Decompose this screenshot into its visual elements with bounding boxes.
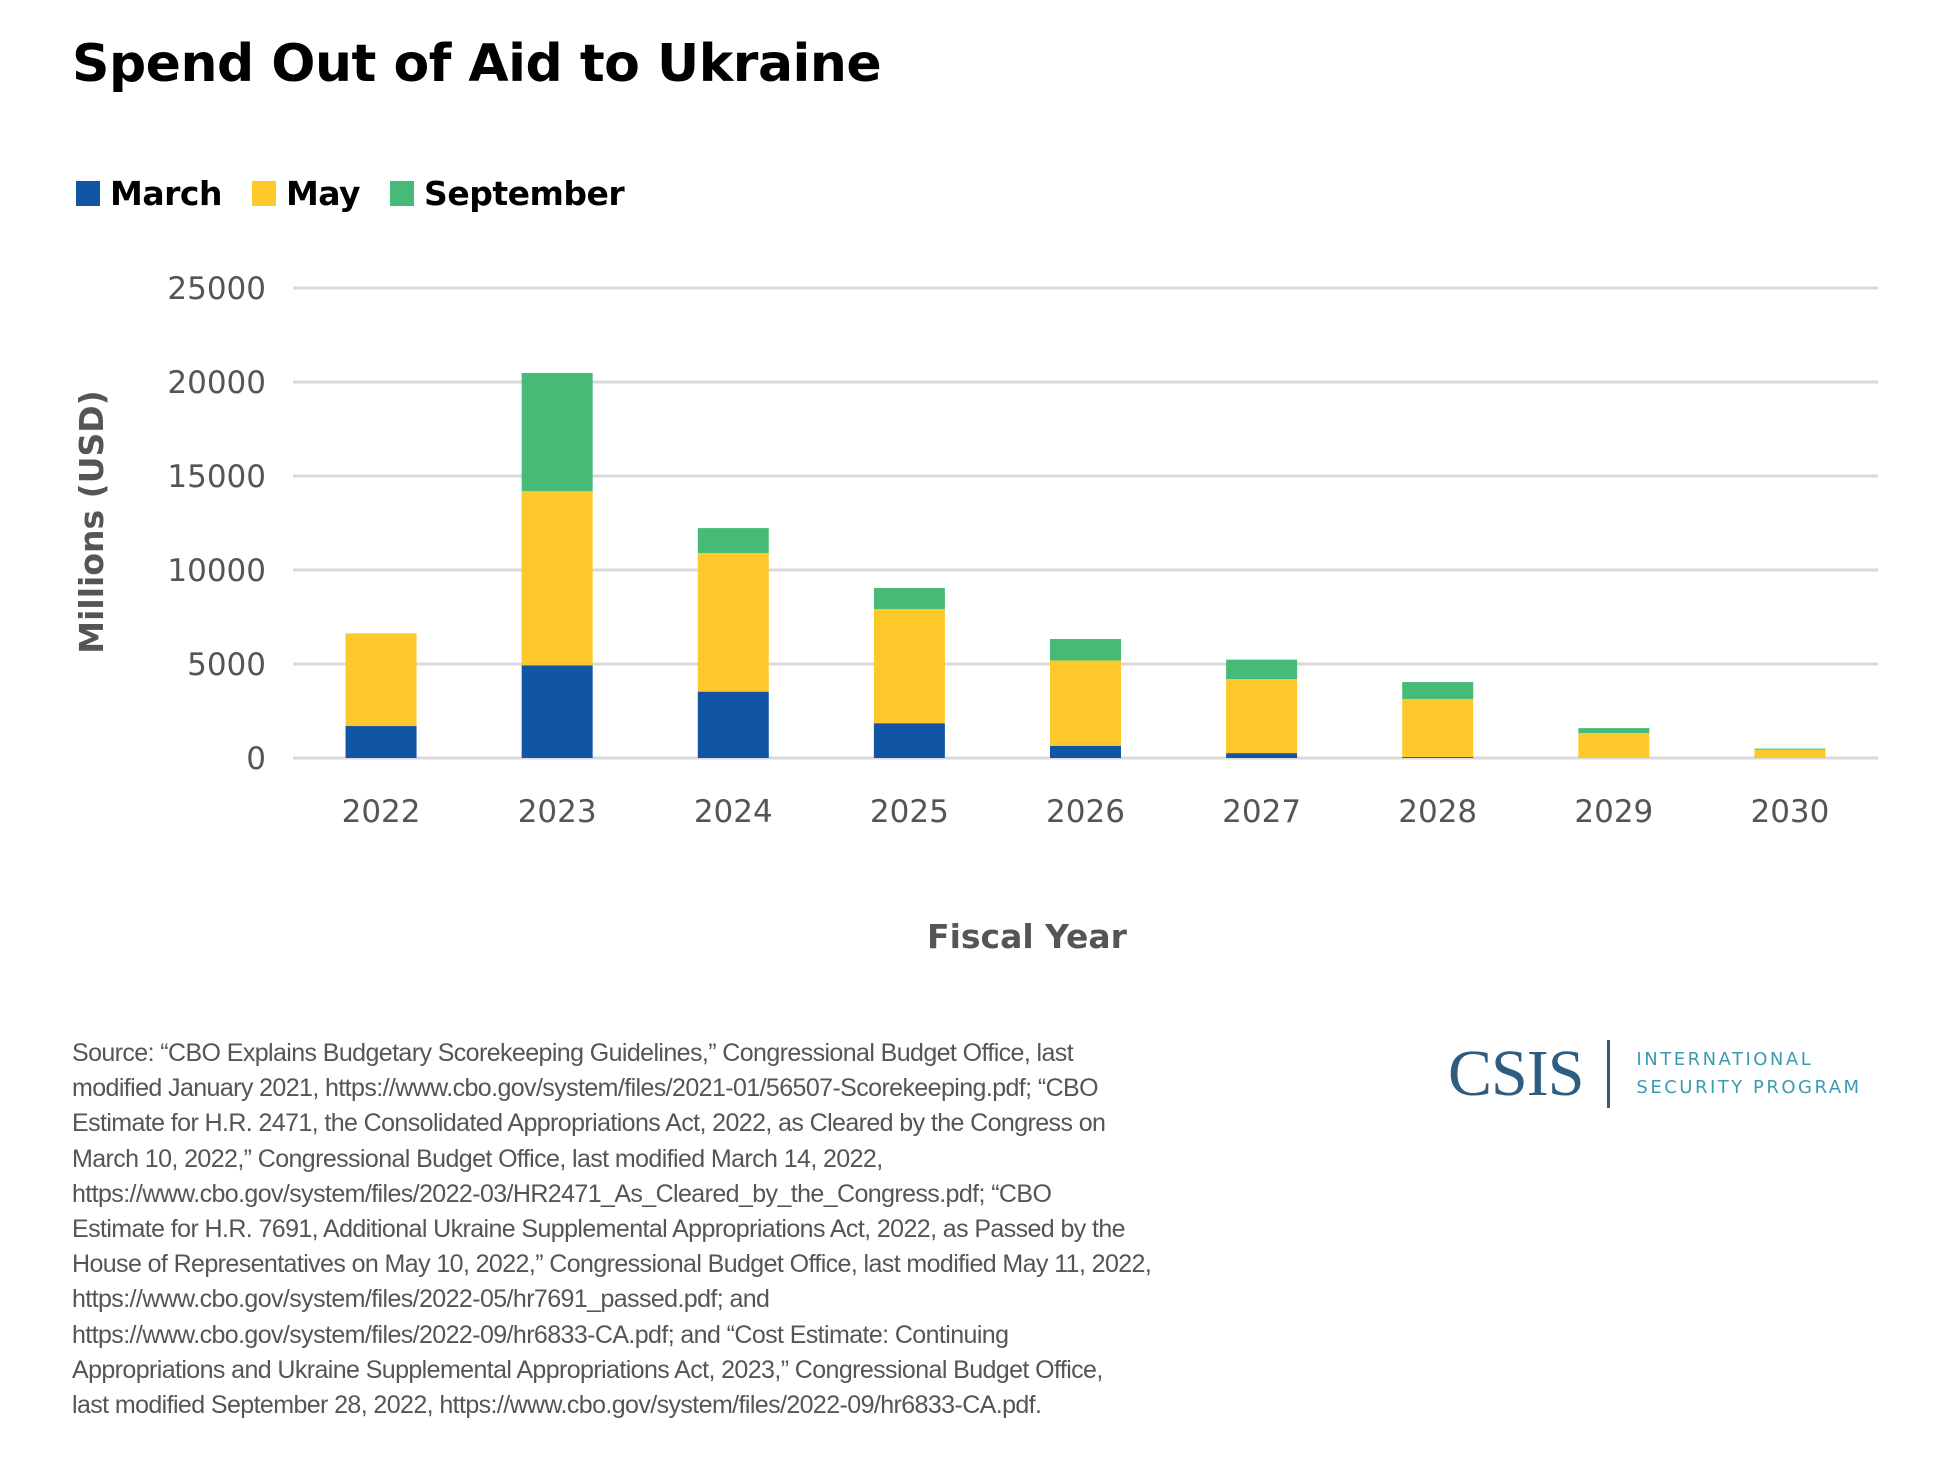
y-tick-label: 15000 <box>167 459 266 495</box>
source-line: House of Representatives on May 10, 2022… <box>72 1250 1152 1279</box>
legend-item-september: September <box>390 174 625 213</box>
legend: March May September <box>76 174 654 213</box>
source-line: modified January 2021, https://www.cbo.g… <box>72 1074 1099 1103</box>
x-tick-label: 2023 <box>518 794 597 830</box>
source-line: March 10, 2022,” Congressional Budget Of… <box>72 1144 883 1173</box>
bar-segment-september-2029 <box>1578 728 1650 733</box>
bar-segment-may-2022 <box>345 633 417 727</box>
source-line: https://www.cbo.gov/system/files/2022-05… <box>72 1285 770 1314</box>
source-line: last modified September 28, 2022, https:… <box>72 1391 1042 1420</box>
bar-segment-september-2028 <box>1402 682 1474 699</box>
x-tick-label: 2025 <box>870 794 949 830</box>
source-line: https://www.cbo.gov/system/files/2022-09… <box>72 1320 1009 1349</box>
legend-label-may: May <box>285 174 361 213</box>
bar-segment-may-2029 <box>1578 732 1650 758</box>
bar-segment-may-2028 <box>1402 698 1474 758</box>
bar-segment-september-2026 <box>1050 638 1121 661</box>
source-line: https://www.cbo.gov/system/files/2022-03… <box>72 1179 1052 1208</box>
source-line: Source: “CBO Explains Budgetary Scorekee… <box>72 1039 1074 1067</box>
source-footnote: Source: “CBO Explains Budgetary Scorekee… <box>72 1036 1272 1423</box>
y-tick-label: 0 <box>246 741 266 777</box>
legend-swatch-september <box>390 181 415 206</box>
x-axis-ticks: 2022 2023 2024 2025 2026 2027 2028 2029 2030 <box>342 794 1830 830</box>
bar-segment-may-2026 <box>1050 660 1121 746</box>
legend-item-march: March <box>76 174 222 213</box>
bar-segment-march-2022 <box>345 726 417 758</box>
y-axis-title: Millions (USD) <box>72 390 111 654</box>
logo-wordmark: CSIS <box>1448 1037 1584 1110</box>
logo-program-name: INTERNATIONAL SECURITY PROGRAM <box>1636 1046 1861 1102</box>
bar-segment-march-2025 <box>873 723 945 758</box>
y-tick-label: 25000 <box>167 271 266 307</box>
source-line: Estimate for H.R. 2471, the Consolidated… <box>72 1109 1106 1138</box>
y-tick-label: 20000 <box>167 365 266 401</box>
bar-segment-may-2025 <box>873 609 945 724</box>
bar-segment-march-2023 <box>521 665 593 758</box>
y-axis-ticks: 0 5000 10000 15000 20000 25000 <box>167 271 266 777</box>
csis-logo: CSIS INTERNATIONAL SECURITY PROGRAM <box>1448 1036 1862 1112</box>
legend-swatch-may <box>251 181 276 206</box>
logo-divider <box>1607 1040 1611 1108</box>
x-tick-label: 2028 <box>1398 794 1477 830</box>
bar-segment-may-2030 <box>1754 749 1826 758</box>
y-tick-label: 10000 <box>167 553 266 589</box>
x-tick-label: 2029 <box>1574 794 1653 830</box>
legend-label-september: September <box>424 174 625 213</box>
bar-segment-september-2023 <box>521 372 593 492</box>
x-tick-label: 2026 <box>1046 794 1125 830</box>
source-line: Appropriations and Ukraine Supplemental … <box>72 1355 1103 1384</box>
bar-segment-march-2027 <box>1226 753 1298 758</box>
logo-sub-line2: SECURITY PROGRAM <box>1636 1077 1862 1098</box>
legend-label-march: March <box>110 174 222 213</box>
bar-segment-march-2026 <box>1050 745 1121 758</box>
x-axis-title: Fiscal Year <box>927 917 1128 956</box>
bar-segment-september-2024 <box>697 528 769 554</box>
bar-segment-march-2028 <box>1402 757 1474 758</box>
legend-swatch-march <box>76 181 100 206</box>
bar-segment-september-2025 <box>873 588 945 610</box>
source-line: Estimate for H.R. 7691, Additional Ukrai… <box>72 1215 1126 1244</box>
bar-segment-september-2027 <box>1226 659 1298 680</box>
x-tick-label: 2024 <box>694 794 773 830</box>
x-tick-label: 2022 <box>342 794 421 830</box>
legend-item-may: May <box>251 174 361 213</box>
x-tick-label: 2030 <box>1750 794 1829 830</box>
bar-segment-september-2030 <box>1754 748 1826 750</box>
bars <box>345 372 1826 758</box>
chart-title: Spend Out of Aid to Ukraine <box>72 34 882 94</box>
bar-segment-may-2024 <box>697 553 769 692</box>
bar-segment-may-2027 <box>1226 679 1298 754</box>
bar-segment-may-2023 <box>521 491 593 666</box>
bar-segment-march-2024 <box>697 691 769 758</box>
y-tick-label: 5000 <box>187 647 266 683</box>
logo-sub-line1: INTERNATIONAL <box>1636 1049 1814 1070</box>
x-tick-label: 2027 <box>1222 794 1301 830</box>
